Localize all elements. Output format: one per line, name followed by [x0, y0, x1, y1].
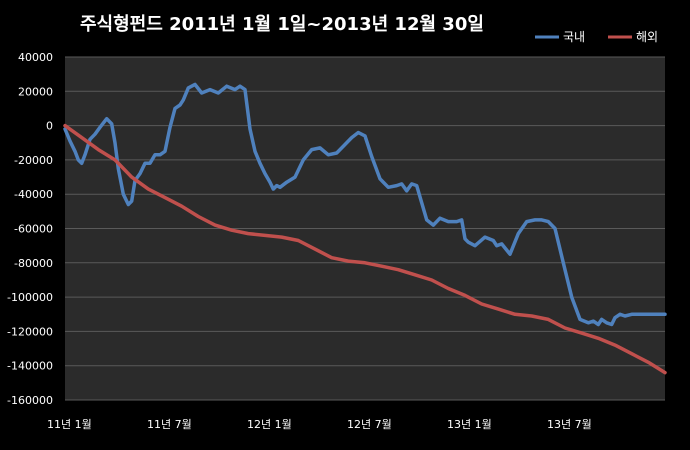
- x-axis-tick-labels: 11년 1월 11년 7월 12년 1월 12년 7월 13년 1월 13년 7월: [47, 418, 592, 431]
- x-tick-label: 13년 7월: [547, 418, 592, 431]
- series-line-overseas: [63, 123, 667, 375]
- y-tick-label: 20000: [18, 85, 53, 98]
- x-tick-label: 12년 1월: [247, 418, 292, 431]
- x-tick-label: 12년 7월: [347, 418, 392, 431]
- series-line-domestic: [63, 82, 667, 327]
- y-tick-label: -100000: [7, 291, 53, 304]
- x-tick-label: 13년 1월: [447, 418, 492, 431]
- y-axis-tick-labels: 40000 20000 0 -20000 -40000 -60000 -80000 -1000…: [7, 51, 53, 407]
- y-tick-label: -120000: [7, 325, 53, 338]
- y-tick-label: -80000: [14, 257, 53, 270]
- series-lines: [63, 82, 667, 375]
- y-tick-label: -60000: [14, 223, 53, 236]
- chart-title: 주식형펀드 2011년 1월 1일~2013년 12월 30일: [80, 14, 484, 35]
- y-tick-label: -140000: [7, 360, 53, 373]
- y-tick-label: -20000: [14, 154, 53, 167]
- y-tick-label: -40000: [14, 188, 53, 201]
- x-tick-label: 11년 1월: [47, 418, 92, 431]
- y-tick-label: -160000: [7, 394, 53, 407]
- y-tick-label: 0: [46, 120, 53, 133]
- x-tick-label: 11년 7월: [147, 418, 192, 431]
- y-tick-label: 40000: [18, 51, 53, 64]
- legend-label: 해외: [636, 30, 658, 44]
- legend: 국내 해외: [535, 30, 658, 44]
- legend-label: 국내: [563, 30, 585, 44]
